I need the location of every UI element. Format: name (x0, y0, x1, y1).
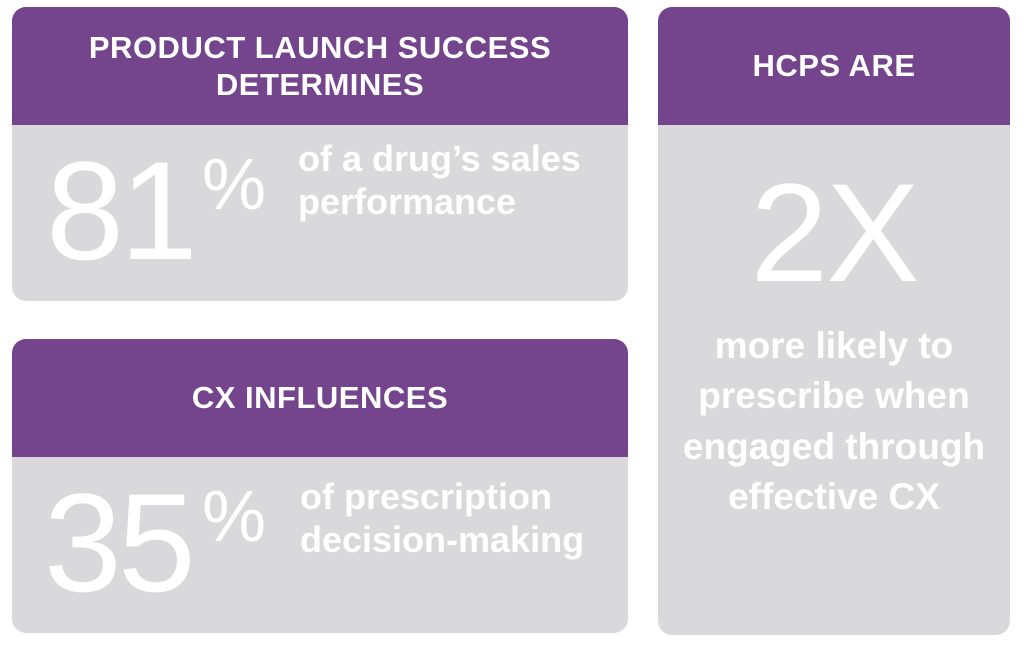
launch-heading: PRODUCT LAUNCH SUCCESS DETERMINES (12, 7, 628, 125)
launch-number: 81 (46, 132, 198, 289)
cx-number: 35 (44, 464, 196, 621)
launch-description: of a drug’s sales performance (298, 138, 581, 223)
hcp-number: 2X (750, 154, 919, 311)
launch-percent-sign: % (202, 145, 267, 225)
launch-body: 81 % of a drug’s sales performance (12, 125, 628, 301)
hcp-description: more likely to prescribe when engaged th… (682, 325, 986, 517)
hcp-stat-card: HCPS ARE 2X more likely to prescribe whe… (658, 7, 1010, 635)
cx-heading: CX INFLUENCES (12, 339, 628, 457)
cx-percent-sign: % (202, 477, 267, 557)
hcp-body: 2X more likely to prescribe when engaged… (658, 125, 1010, 635)
cx-stat-card: CX INFLUENCES 35 % of prescription decis… (12, 339, 628, 633)
cx-body: 35 % of prescription decision-making (12, 457, 628, 633)
launch-stat-card: PRODUCT LAUNCH SUCCESS DETERMINES 81 % o… (12, 7, 628, 301)
hcp-heading: HCPS ARE (658, 7, 1010, 125)
cx-description: of prescription decision-making (300, 476, 585, 561)
